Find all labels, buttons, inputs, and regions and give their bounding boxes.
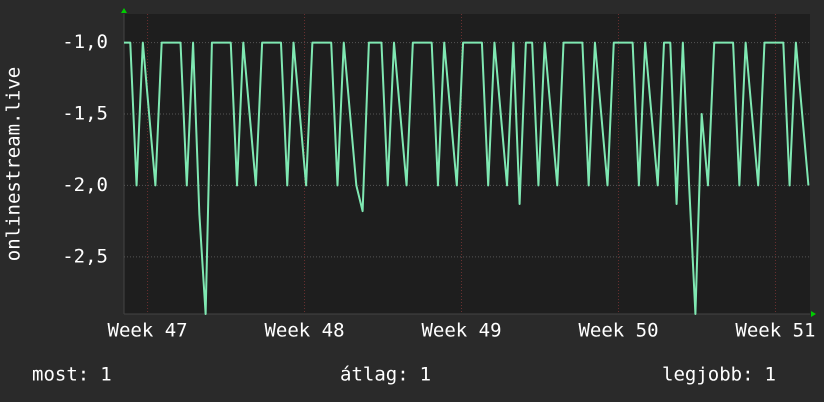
plot-area bbox=[124, 14, 810, 314]
stat-value: 1 bbox=[765, 364, 776, 386]
x-tick-label: Week 50 bbox=[578, 320, 658, 342]
data-line bbox=[124, 41, 810, 315]
x-tick-label: Week 51 bbox=[735, 320, 815, 342]
y-tick-label: -2,5 bbox=[62, 245, 108, 267]
x-tick-label: Week 48 bbox=[264, 320, 344, 342]
stat-value: 1 bbox=[420, 364, 431, 386]
x-tick-label: Week 47 bbox=[108, 320, 188, 342]
stat-value: 1 bbox=[100, 364, 111, 386]
y-axis-label: onlinestream.live bbox=[3, 67, 25, 261]
y-tick-label: -1,5 bbox=[62, 103, 108, 125]
stat-label: legjobb: bbox=[662, 364, 754, 386]
y-axis-arrow bbox=[121, 8, 127, 13]
y-tick-label: -2,0 bbox=[62, 174, 108, 196]
stat-label: most: bbox=[32, 364, 89, 386]
x-axis-arrow bbox=[811, 311, 816, 317]
x-tick-label: Week 49 bbox=[421, 320, 501, 342]
y-tick-label: -1,0 bbox=[62, 31, 108, 53]
stat-label: átlag: bbox=[340, 364, 409, 386]
